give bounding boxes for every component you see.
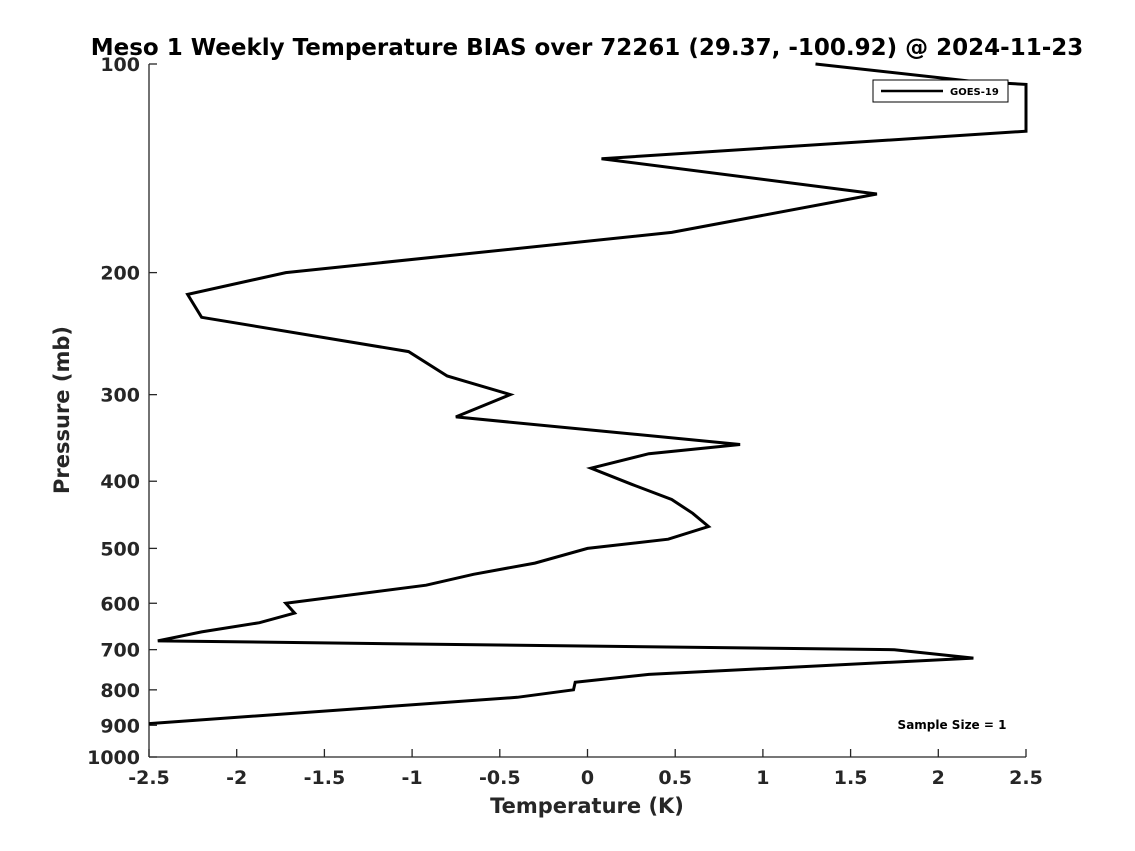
- y-tick-label: 800: [100, 680, 140, 702]
- x-tick-label: 0.5: [658, 767, 692, 789]
- x-tick-label: 2: [932, 767, 945, 789]
- chart-title: Meso 1 Weekly Temperature BIAS over 7226…: [91, 35, 1084, 61]
- y-ticks: 100 200 300 400 500 600 700 800 900 1000: [87, 54, 157, 769]
- y-tick-label: 200: [100, 263, 140, 285]
- y-tick-label: 700: [100, 640, 140, 662]
- x-tick-label: 0: [581, 767, 594, 789]
- y-tick-label: 500: [100, 538, 140, 560]
- y-tick-label: 900: [100, 715, 140, 737]
- x-tick-label: 1.5: [834, 767, 868, 789]
- y-axis-label: Pressure (mb): [50, 326, 74, 494]
- plot-area: [148, 62, 1028, 726]
- axes: -2.5 -2 -1.5 -1 -0.5 0 0.5 1 1.5 2 2.5 100 200 300 40…: [87, 54, 1043, 789]
- x-tick-label: -2.5: [128, 767, 170, 789]
- y-tick-label: 1000: [87, 747, 140, 769]
- y-tick-label: 600: [100, 593, 140, 615]
- x-tick-label: -1: [402, 767, 423, 789]
- x-tick-label: 1: [756, 767, 769, 789]
- y-tick-label: 400: [100, 471, 140, 493]
- x-tick-label: -0.5: [479, 767, 521, 789]
- x-ticks: -2.5 -2 -1.5 -1 -0.5 0 0.5 1 1.5 2 2.5: [128, 749, 1043, 789]
- x-tick-label: -1.5: [304, 767, 346, 789]
- legend-label: GOES-19: [950, 87, 999, 98]
- y-tick-label: 100: [100, 54, 140, 76]
- x-tick-label: 2.5: [1009, 767, 1043, 789]
- series-line-0: [148, 62, 1028, 726]
- y-tick-label: 300: [100, 385, 140, 407]
- sample-size-annotation: Sample Size = 1: [898, 718, 1007, 732]
- x-tick-label: -2: [226, 767, 247, 789]
- x-axis-label: Temperature (K): [490, 794, 684, 818]
- legend: GOES-19: [872, 79, 1009, 103]
